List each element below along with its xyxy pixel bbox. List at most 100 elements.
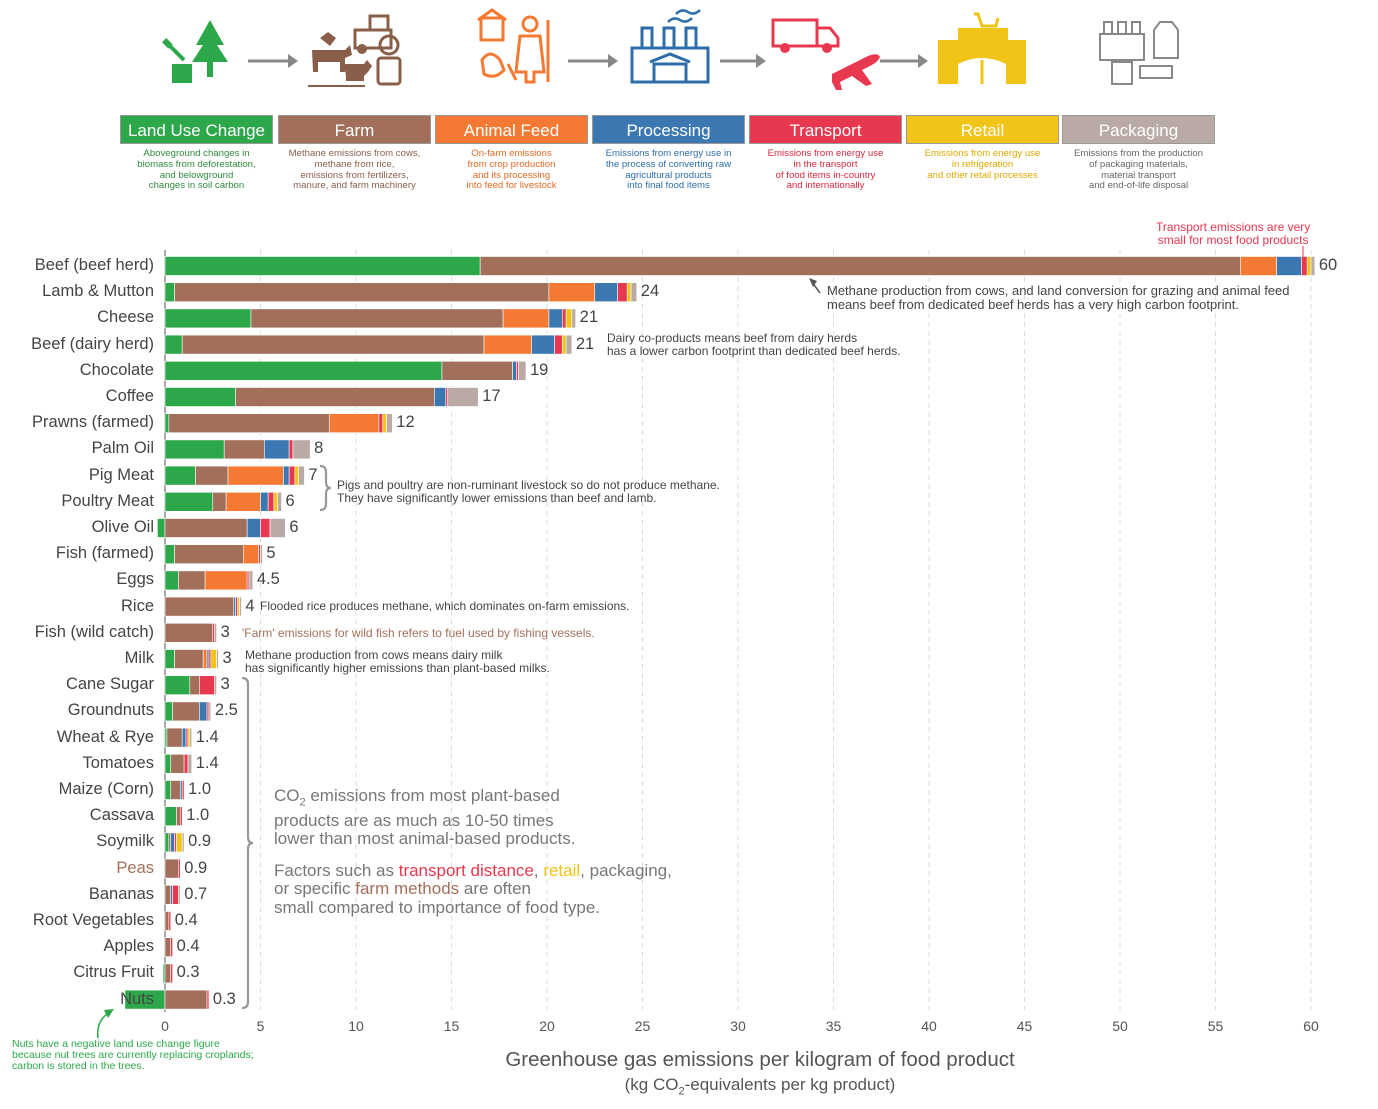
- value-label: 6: [289, 518, 299, 536]
- bar-segment-packaging: [214, 675, 217, 696]
- bar-segment-packaging: [1310, 256, 1316, 276]
- bar-segment-retail: [626, 282, 632, 303]
- bar-segment-processing: [246, 518, 261, 538]
- value-label: 0.4: [176, 937, 200, 956]
- bar-segment-packaging: [386, 413, 393, 434]
- truck-plane-icon: [771, 18, 880, 90]
- food-label: Poultry Meat: [61, 491, 154, 510]
- bar-segment-land-use-change: [164, 753, 172, 774]
- flow-arrow: [720, 54, 766, 68]
- shop-icon: [938, 12, 1026, 84]
- brace: [319, 464, 332, 512]
- bar-segment-animal-feed: [328, 413, 380, 434]
- bar-segment-retail: [210, 649, 217, 669]
- farmer-feed-icon: [477, 8, 550, 84]
- stage-description: Emissions from energy use in refrigeratio…: [924, 148, 1041, 181]
- x-axis-subtitle: (kg CO2-equivalents per kg product): [624, 1075, 896, 1098]
- food-label: Rice: [120, 596, 154, 615]
- bar-segment-farm: [164, 963, 172, 984]
- bar-segment-packaging: [239, 596, 242, 617]
- bar-segment-land-use-change: [164, 780, 172, 800]
- beef-herd-note: Methane production from cows, and land c…: [827, 283, 1290, 312]
- food-label: Milk: [124, 649, 154, 667]
- bar-segment-packaging: [248, 570, 254, 591]
- stage-description: Methane emissions from cows, methane from…: [288, 148, 421, 192]
- bar-segment-transport: [199, 675, 215, 696]
- bar-segment-animal-feed: [204, 570, 248, 591]
- rice-note: Flooded rice produces methane, which dom…: [260, 599, 630, 613]
- bar-segment-processing: [181, 727, 187, 748]
- food-label: Fish (farmed): [55, 544, 154, 563]
- bar-segment-processing: [434, 387, 447, 407]
- bar-segment-transport: [378, 413, 384, 434]
- bar-segment-processing: [170, 832, 175, 853]
- value-label: 60: [1318, 256, 1338, 274]
- bar-segment-retail: [561, 334, 567, 355]
- value-label: 12: [396, 413, 415, 432]
- value-label: 0.3: [212, 989, 236, 1008]
- annotation-arrowhead: [809, 278, 817, 287]
- bar-segment-packaging: [630, 282, 638, 303]
- flow-arrow: [248, 54, 298, 68]
- bar-segment-transport: [554, 334, 563, 355]
- bar-segment-processing: [260, 491, 269, 512]
- bar-segment-land-use-change: [164, 675, 191, 696]
- bar-segment-transport: [183, 753, 189, 774]
- food-label: Tomatoes: [82, 753, 154, 772]
- value-label: 6: [285, 491, 295, 510]
- bar-segment-land-use-change: [164, 282, 175, 303]
- bar-segment-farm: [164, 596, 235, 617]
- x-tick-label: 0: [161, 1018, 169, 1034]
- x-axis-title: Greenhouse gas emissions per kilogram of…: [505, 1048, 1015, 1071]
- bar-segment-farm: [164, 911, 170, 931]
- bar-segment-packaging: [298, 465, 305, 486]
- food-label: Maize (Corn): [58, 780, 154, 798]
- brace: [241, 676, 254, 1010]
- food-label: Coffee: [105, 387, 154, 405]
- x-tick-label: 25: [634, 1018, 651, 1034]
- bar-segment-retail: [273, 491, 278, 512]
- bar-segment-packaging: [447, 387, 479, 407]
- bar-segment-transport: [206, 989, 210, 1010]
- value-label: 0.9: [184, 858, 208, 877]
- bar-segment-farm: [164, 622, 214, 643]
- food-label: Beef (dairy herd): [31, 334, 154, 353]
- value-label: 4.5: [256, 570, 280, 589]
- bar-segment-animal-feed: [202, 649, 208, 669]
- bar-segment-transport: [561, 308, 567, 329]
- food-label: Cassava: [89, 806, 154, 825]
- bar-segment-retail: [176, 832, 183, 853]
- x-tick-label: 5: [256, 1018, 265, 1034]
- value-label: 17: [482, 387, 501, 405]
- value-label: 4: [245, 596, 255, 615]
- plant-based-note: CO2 emissions from most plant-based prod…: [274, 786, 576, 849]
- bar-segment-retail: [1306, 256, 1312, 276]
- x-tick-label: 60: [1303, 1018, 1319, 1034]
- bar-segment-transport: [168, 911, 172, 931]
- bar-segment-farm: [212, 491, 227, 512]
- bar-segment-farm: [223, 439, 265, 460]
- bar-segment-farm: [164, 518, 248, 538]
- factors-note: Factors such as transport distance, reta…: [274, 861, 672, 917]
- wild-fish-note: 'Farm' emissions for wild fish refers to…: [242, 626, 595, 640]
- bar-segment-farm: [176, 806, 181, 827]
- bar-segment-land-use-change: [164, 832, 170, 853]
- bar-segment-farm: [164, 937, 172, 958]
- bar-segment-farm: [168, 413, 330, 434]
- value-label: 1.4: [195, 727, 219, 746]
- bar-segment-land-use-change: [164, 701, 173, 722]
- bar-segment-processing: [531, 334, 555, 355]
- dairy-herd-note: Dairy co-products means beef from dairy …: [607, 331, 901, 358]
- bar-segment-processing: [283, 465, 290, 486]
- nuts-arrowhead: [104, 1009, 114, 1018]
- bar-segment-transport: [179, 806, 183, 827]
- bar-segment-farm: [195, 465, 229, 486]
- transport-note: Transport emissions are very small for mo…: [1156, 220, 1311, 247]
- food-label: Wheat & Rye: [56, 727, 154, 746]
- bar-segment-land-use-change: [164, 570, 179, 591]
- pigs-poultry-note: Pigs and poultry are non-ruminant livest…: [337, 478, 720, 505]
- bar-segment-farm: [174, 649, 204, 669]
- value-label: 1.0: [188, 780, 212, 798]
- stage-description: Emissions from energy use in the transpor…: [767, 148, 884, 192]
- food-label: Pig Meat: [88, 465, 154, 484]
